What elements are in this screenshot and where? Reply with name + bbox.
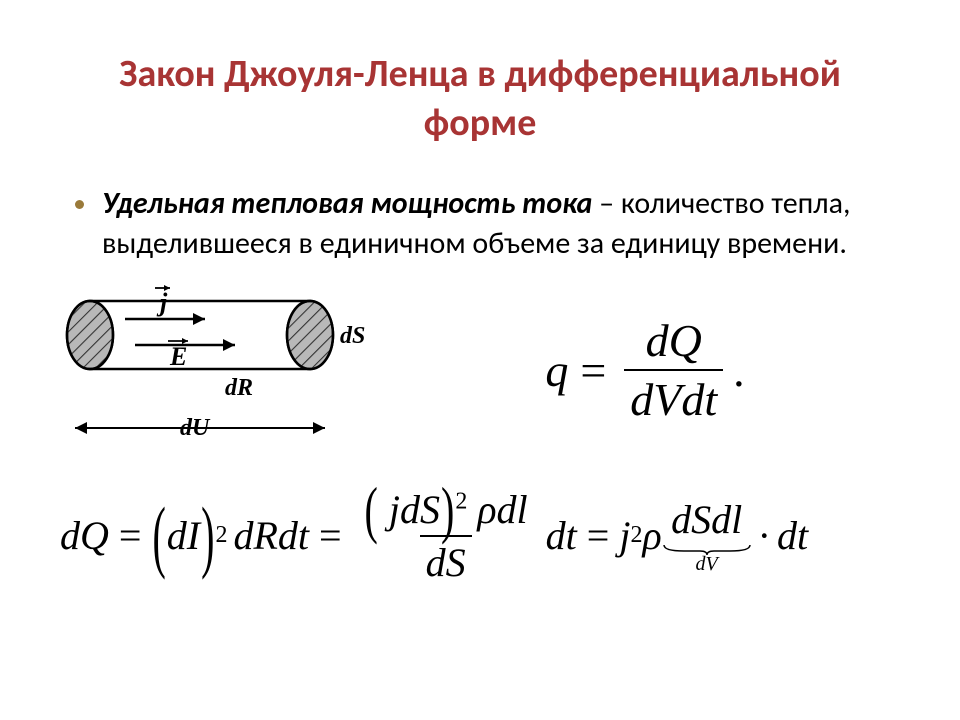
formula-dq: dQ = (dI)2 dRdt = ( jdS)2 ρdl dS dt = j2… (30, 486, 930, 586)
f2-t3-tail: dt (546, 512, 577, 559)
title-line-2: форме (30, 99, 930, 148)
f2-eq2: = (319, 512, 342, 559)
underbrace-dv: dSdl dV (662, 496, 752, 576)
f1-den: dVdt (624, 369, 723, 426)
rparen-2: ) (441, 472, 454, 547)
label-du: dU (180, 415, 211, 441)
f1-eq: = (580, 344, 606, 397)
f2-t2a: dI (167, 512, 200, 559)
lparen-1: ( (152, 489, 165, 583)
diagram-formula-row: j E dS dR dU q (30, 283, 930, 458)
bullet-lead: Удельная тепловая мощность тока (102, 185, 592, 222)
f2-dv: dV (696, 553, 718, 576)
cylinder-diagram: j E dS dR dU (40, 283, 400, 458)
f2-exp3: 2 (630, 522, 642, 549)
label-dr: dR (225, 375, 253, 401)
f2-eq3: = (587, 512, 610, 559)
f1-lhs: q (545, 344, 568, 397)
f2-t1: dQ (60, 512, 109, 559)
f2-exp1: 2 (215, 522, 227, 549)
f1-dot: . (733, 344, 745, 397)
lparen-2: ( (365, 472, 378, 547)
f2-num-b: ρdl (477, 487, 527, 532)
bullet-icon (75, 200, 84, 209)
f2-cdot: · (758, 512, 771, 559)
f2-num: ( jdS)2 ρdl (358, 486, 534, 535)
slide: Закон Джоуля-Ленца в дифференциальной фо… (0, 0, 960, 720)
bullet-item: Удельная тепловая мощность тока – количе… (30, 184, 930, 265)
formula-q: q = dQ dVdt . (400, 314, 930, 426)
f2-frac: ( jdS)2 ρdl dS (358, 486, 534, 586)
f2-t2b: dRdt (233, 512, 309, 559)
f2-dsdl: dSdl (671, 496, 742, 543)
f1-num: dQ (640, 314, 708, 369)
f2-exp2: 2 (455, 488, 467, 514)
label-ds: dS (340, 323, 365, 349)
f2-j: j (619, 512, 630, 559)
bullet-text: Удельная тепловая мощность тока – количе… (102, 184, 890, 265)
title-line-1: Закон Джоуля-Ленца в дифференциальной (30, 50, 930, 99)
cylinder-svg: j E dS dR dU (40, 283, 400, 453)
f1-frac: dQ dVdt (624, 314, 723, 426)
rparen-1: ) (201, 489, 214, 583)
f2-num-a: jdS (389, 487, 440, 532)
f2-rho: ρ (642, 512, 661, 559)
label-e: E (169, 342, 187, 371)
f2-dt: dt (777, 512, 808, 559)
f2-eq1: = (119, 512, 142, 559)
slide-title: Закон Джоуля-Ленца в дифференциальной фо… (30, 50, 930, 149)
